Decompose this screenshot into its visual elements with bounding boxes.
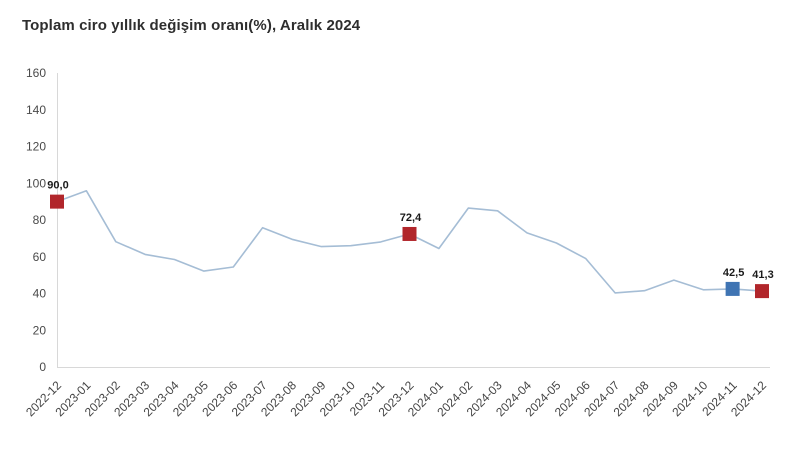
y-tick-label: 160: [26, 66, 46, 80]
point-value-label: 41,3: [752, 269, 773, 281]
y-tick-label: 60: [33, 250, 47, 264]
y-tick-label: 120: [26, 140, 46, 154]
y-tick-label: 40: [33, 287, 47, 301]
y-tick-label: 140: [26, 103, 46, 117]
y-tick-label: 0: [39, 360, 46, 374]
chart-title: Toplam ciro yıllık değişim oranı(%), Ara…: [22, 17, 361, 34]
highlight-marker: [50, 194, 64, 209]
trend-line: [56, 190, 763, 294]
highlight-marker: [755, 284, 769, 299]
highlight-marker: [402, 226, 417, 241]
highlight-marker: [725, 281, 740, 296]
point-value-label: 90,0: [47, 180, 68, 192]
point-value-label: 72,4: [400, 212, 422, 224]
y-tick-label: 80: [33, 213, 47, 227]
y-tick-label: 100: [26, 176, 46, 190]
point-value-label: 42,5: [723, 267, 744, 279]
y-tick-label: 20: [33, 323, 47, 337]
